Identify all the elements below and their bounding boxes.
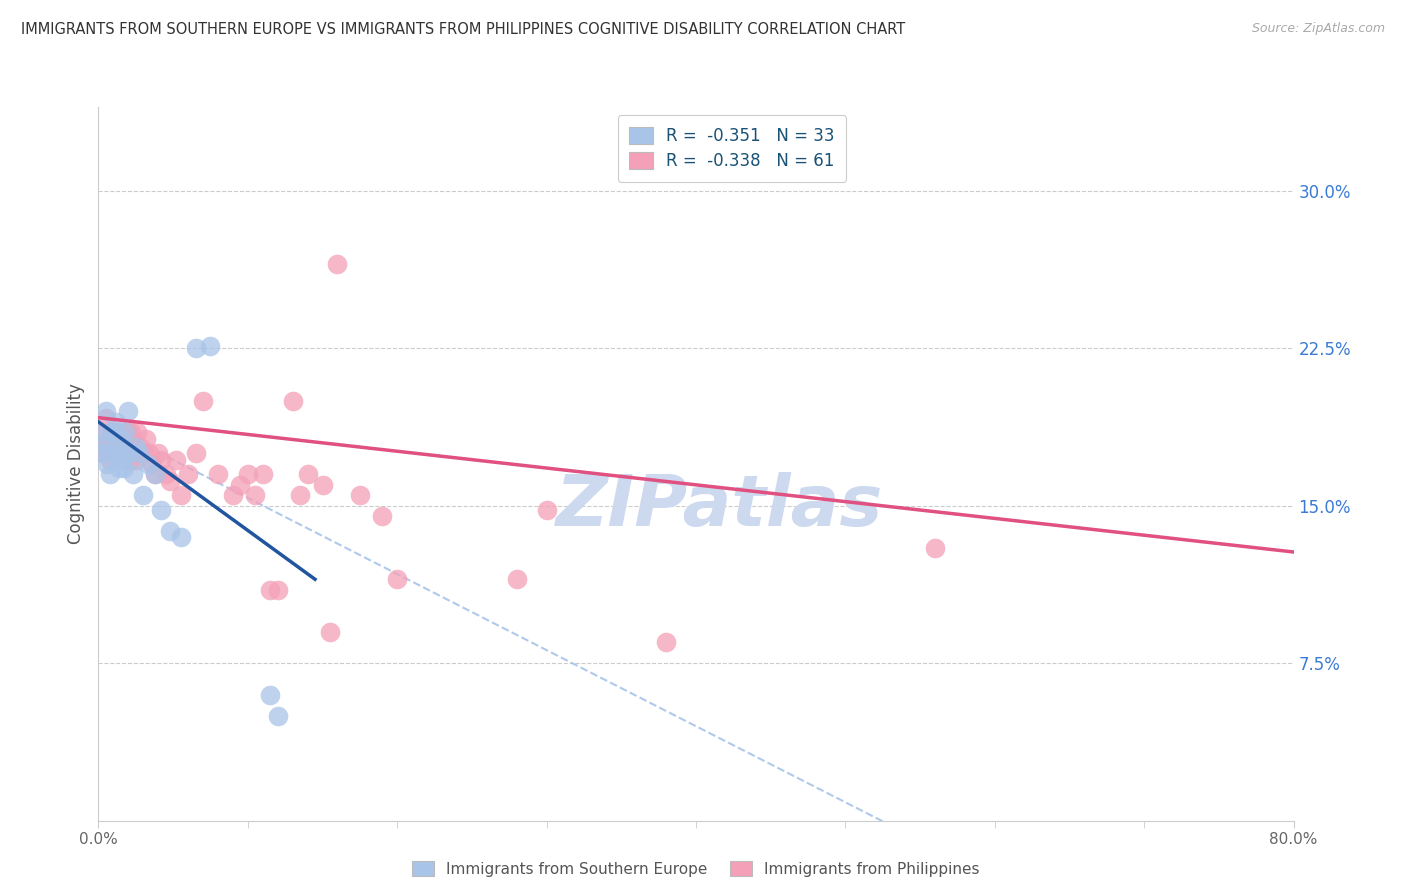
Point	[267, 708, 290, 723]
Point	[121, 467, 143, 482]
Point	[101, 425, 124, 440]
Point	[326, 257, 349, 271]
Point	[107, 446, 129, 460]
Point	[100, 467, 122, 482]
Point	[97, 446, 120, 460]
Point	[117, 404, 139, 418]
Point	[169, 530, 191, 544]
Point	[94, 404, 117, 418]
Point	[259, 688, 281, 702]
Point	[96, 435, 118, 450]
Point	[191, 393, 214, 408]
Point	[132, 446, 155, 460]
Point	[222, 488, 245, 502]
Point	[135, 432, 157, 446]
Point	[245, 488, 267, 502]
Point	[121, 446, 143, 460]
Point	[118, 452, 141, 467]
Point	[148, 446, 170, 460]
Point	[138, 446, 160, 460]
Point	[349, 488, 371, 502]
Point	[93, 446, 115, 460]
Point	[125, 440, 148, 454]
Point	[117, 440, 139, 454]
Point	[91, 446, 114, 460]
Point	[132, 488, 155, 502]
Point	[112, 461, 135, 475]
Point	[101, 425, 124, 440]
Point	[371, 509, 394, 524]
Legend: Immigrants from Southern Europe, Immigrants from Philippines: Immigrants from Southern Europe, Immigra…	[405, 853, 987, 884]
Point	[236, 467, 259, 482]
Point	[115, 446, 138, 460]
Point	[104, 435, 127, 450]
Point	[94, 410, 117, 425]
Point	[169, 488, 191, 502]
Point	[128, 446, 150, 460]
Point	[136, 457, 159, 471]
Point	[111, 452, 134, 467]
Point	[111, 446, 134, 460]
Point	[311, 478, 333, 492]
Text: ZIPatlas: ZIPatlas	[557, 472, 883, 541]
Point	[90, 425, 112, 440]
Point	[105, 415, 128, 429]
Point	[207, 467, 229, 482]
Point	[104, 440, 127, 454]
Point	[110, 440, 132, 454]
Point	[924, 541, 946, 555]
Point	[159, 524, 181, 538]
Point	[281, 393, 304, 408]
Text: IMMIGRANTS FROM SOUTHERN EUROPE VS IMMIGRANTS FROM PHILIPPINES COGNITIVE DISABIL: IMMIGRANTS FROM SOUTHERN EUROPE VS IMMIG…	[21, 22, 905, 37]
Point	[105, 425, 128, 440]
Point	[143, 467, 166, 482]
Point	[259, 582, 281, 597]
Point	[150, 503, 173, 517]
Point	[93, 435, 115, 450]
Point	[120, 425, 142, 440]
Point	[103, 425, 125, 440]
Point	[108, 425, 131, 440]
Point	[118, 446, 141, 460]
Point	[114, 446, 136, 460]
Point	[319, 624, 342, 639]
Point	[108, 461, 131, 475]
Point	[184, 446, 207, 460]
Point	[252, 467, 274, 482]
Point	[184, 342, 207, 356]
Point	[155, 467, 177, 482]
Point	[385, 572, 409, 586]
Point	[165, 452, 187, 467]
Point	[267, 582, 290, 597]
Point	[129, 440, 152, 454]
Point	[100, 452, 122, 467]
Point	[97, 440, 120, 454]
Point	[536, 503, 558, 517]
Point	[107, 446, 129, 460]
Point	[127, 425, 149, 440]
Point	[112, 432, 135, 446]
Point	[288, 488, 311, 502]
Point	[125, 452, 148, 467]
Point	[141, 457, 163, 471]
Point	[150, 452, 173, 467]
Point	[114, 425, 136, 440]
Point	[506, 572, 529, 586]
Point	[297, 467, 319, 482]
Point	[128, 446, 150, 460]
Y-axis label: Cognitive Disability: Cognitive Disability	[66, 384, 84, 544]
Point	[655, 635, 678, 649]
Point	[96, 457, 118, 471]
Point	[115, 425, 138, 440]
Point	[159, 474, 181, 488]
Point	[110, 432, 132, 446]
Point	[103, 446, 125, 460]
Text: Source: ZipAtlas.com: Source: ZipAtlas.com	[1251, 22, 1385, 36]
Point	[229, 478, 252, 492]
Point	[143, 467, 166, 482]
Point	[200, 339, 222, 353]
Point	[124, 435, 146, 450]
Point	[177, 467, 200, 482]
Point	[89, 425, 111, 440]
